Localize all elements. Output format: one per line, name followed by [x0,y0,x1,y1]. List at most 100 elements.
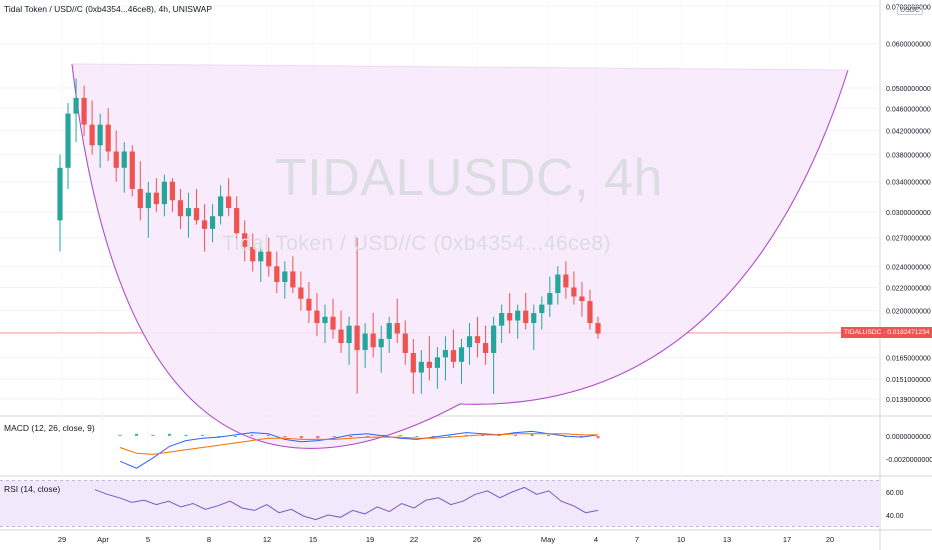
candle-body [97,124,103,146]
candle-body [370,333,376,348]
candle-body [499,313,505,326]
arc-top-line [71,63,849,71]
macd-histogram-bar [200,434,204,436]
price-tick-label: 0.0270000000 [886,236,931,243]
macd-histogram-bar [514,434,518,436]
candle-body [314,310,320,324]
candle-body [466,336,473,348]
price-tick-label: 0.0380000000 [886,153,931,160]
price-tick-label: 0.0139000000 [886,397,931,404]
macd-histogram-bar [283,436,287,438]
candle-body [81,97,87,125]
macd-histogram-bar [299,436,303,439]
candle-body [306,298,312,311]
macd-histogram-bar [431,436,435,438]
macd-tick-label: -0.0020000000 [886,457,932,464]
candle-body [330,316,336,330]
candle-body [169,181,176,201]
price-tick-label: 0.0460000000 [886,106,931,113]
time-tick-label: 17 [783,535,791,544]
rounding-bottom-drawing [71,63,849,449]
price-tick-label: 0.0600000000 [886,42,931,49]
price-tick-label: 0.0165000000 [886,355,931,362]
price-tick-label: 0.0700000000 [886,4,931,11]
candle-body [410,352,416,373]
rsi-legend[interactable]: RSI (14, close) [4,484,61,494]
time-tick-label: 5 [146,535,150,544]
macd-histogram-bar [580,436,584,438]
candle-body [290,271,296,288]
macd-histogram-bar [398,434,402,436]
candle-body [442,350,449,358]
macd-histogram-bar [530,433,534,436]
time-tick-label: 20 [826,535,834,544]
macd-histogram-bar [316,436,320,439]
candle-body [282,271,288,282]
macd-histogram-bar [349,436,353,438]
macd-histogram-bar [151,434,155,436]
watermark-symbol: TIDALUSDC, 4h [275,149,663,207]
candle-body [426,361,432,368]
macd-histogram-bar [464,434,468,436]
candle-body [177,200,184,217]
rsi-indicator [0,480,880,527]
candle-body [523,310,529,324]
watermark-description: Tidal Token / USD//C (0xb4354...46ce8) [222,232,612,255]
rsi-tick-label: 40.00 [886,513,904,520]
candle-body [193,208,200,221]
candle-body [226,196,232,209]
time-tick-label: Apr [97,535,109,544]
time-tick-label: 15 [309,535,317,544]
candlestick-series [57,78,601,394]
time-tick-label: 8 [207,535,211,544]
candle-body [105,124,111,152]
candle-body [201,220,208,229]
candle-body [89,124,95,146]
candle-body [507,313,513,321]
chart-title[interactable]: Tidal Token / USD//C (0xb4354...46ce8), … [4,4,213,14]
candle-body [491,325,497,353]
candle-body [322,316,328,324]
candle-body [482,343,489,353]
candle-body [234,208,240,234]
time-tick-label: 10 [677,535,685,544]
macd-histogram-bar [167,433,171,436]
candle-body [354,325,360,351]
candle-body [555,274,561,294]
candle-body [515,310,521,321]
candle-body [531,313,537,324]
candle-body [346,325,352,344]
price-tick-label: 0.0151000000 [886,377,931,384]
candle-body [137,188,143,209]
macd-legend[interactable]: MACD (12, 26, close, 9) [4,423,95,433]
candle-body [579,296,585,302]
candle-body [450,350,457,362]
macd-histogram-bar [217,436,221,437]
candle-body [129,151,135,189]
macd-histogram-bar [415,436,419,437]
candle-body [113,151,119,168]
candle-body [394,323,400,334]
time-tick-label: 4 [594,535,598,544]
macd-tick-label: 0.0000000000 [886,434,931,441]
time-tick-label: 12 [263,535,271,544]
candle-body [121,151,127,168]
candle-body [563,274,569,288]
macd-line [119,430,599,469]
candle-body [434,357,441,368]
macd-histogram-bar [547,434,551,436]
arc-fill-area [72,64,848,449]
macd-histogram-bar [250,434,254,436]
time-tick-label: 26 [473,535,481,544]
candle-body [298,287,304,299]
candle-body [418,361,424,373]
macd-histogram-bar [184,434,188,436]
candle-body [209,216,216,229]
candle-body [458,347,465,362]
currency-badge[interactable]: USDC [897,6,923,15]
candle-body [378,338,384,348]
candle-body [539,304,545,314]
candle-body [258,251,264,262]
candle-body [587,301,593,324]
